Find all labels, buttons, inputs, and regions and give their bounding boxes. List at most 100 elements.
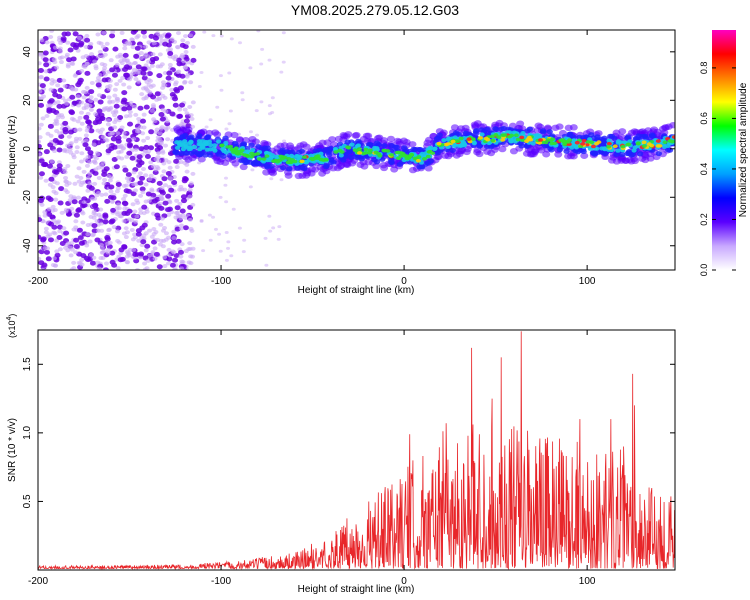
- ridge-cell: [338, 153, 344, 158]
- noise-speckle: [187, 194, 193, 199]
- colorbar-tick-label: 0.6: [699, 112, 709, 125]
- noise-speckle: [122, 46, 128, 51]
- ridge-cell: [351, 132, 360, 139]
- ridge-cell: [231, 160, 240, 167]
- ridge-cell: [355, 138, 362, 144]
- noise-speckle: [141, 204, 148, 210]
- noise-speckle: [160, 33, 166, 38]
- noise-speckle: [96, 266, 102, 270]
- noise-speckle: [91, 215, 97, 220]
- noise-speckle: [149, 189, 155, 194]
- noise-speckle: [51, 230, 57, 235]
- noise-speckle: [140, 70, 147, 76]
- noise-speckle: [117, 115, 124, 121]
- noise-speckle: [45, 103, 51, 108]
- noise-speckle: [105, 118, 111, 123]
- noise-speckle: [122, 201, 129, 207]
- noise-speckle: [134, 45, 141, 51]
- noise-speckle: [76, 166, 82, 171]
- ridge-cell: [408, 166, 417, 174]
- noise-speckle: [276, 237, 281, 241]
- noise-speckle: [89, 80, 95, 85]
- ridge-highlight: [256, 157, 262, 161]
- noise-speckle: [188, 33, 194, 38]
- noise-speckle: [85, 119, 92, 125]
- noise-speckle: [187, 217, 193, 222]
- noise-speckle: [176, 69, 182, 74]
- noise-speckle: [137, 180, 144, 186]
- noise-speckle: [144, 243, 151, 249]
- ridge-cell: [301, 165, 308, 172]
- noise-speckle: [96, 175, 102, 180]
- noise-speckle: [110, 99, 116, 104]
- noise-speckle: [174, 205, 181, 211]
- ridge-cell: [184, 126, 193, 133]
- noise-speckle: [50, 204, 56, 209]
- noise-speckle: [85, 125, 91, 130]
- ridge-cell: [388, 143, 395, 149]
- noise-speckle: [80, 220, 86, 225]
- noise-speckle: [149, 63, 155, 68]
- noise-speckle: [179, 242, 185, 247]
- noise-speckle: [54, 252, 61, 258]
- noise-speckle: [155, 135, 161, 140]
- noise-speckle: [83, 44, 89, 49]
- ridge-cell: [427, 145, 434, 150]
- ridge-highlight: [574, 140, 580, 145]
- noise-speckle: [75, 119, 81, 124]
- ridge-cell: [563, 148, 570, 154]
- ridge-cell: [298, 148, 305, 154]
- noise-speckle: [38, 75, 44, 80]
- noise-speckle: [149, 234, 155, 239]
- ridge-highlight: [261, 157, 267, 161]
- noise-speckle: [138, 55, 144, 60]
- noise-speckle: [184, 111, 190, 116]
- colorbar-tick-label: 0.2: [699, 213, 709, 226]
- noise-speckle: [199, 219, 204, 223]
- noise-speckle: [151, 41, 157, 46]
- noise-speckle: [159, 38, 165, 43]
- noise-speckle: [97, 49, 103, 54]
- ridge-cell: [570, 141, 576, 146]
- ridge-cell: [564, 124, 573, 132]
- noise-speckle: [38, 126, 42, 131]
- noise-speckle: [66, 241, 72, 246]
- ridge-cell: [532, 134, 538, 139]
- noise-speckle: [85, 232, 91, 237]
- noise-speckle: [178, 159, 184, 164]
- noise-speckle: [153, 251, 160, 257]
- noise-speckle: [134, 198, 140, 203]
- noise-speckle: [176, 113, 183, 119]
- noise-speckle: [86, 44, 93, 50]
- noise-speckle: [180, 194, 187, 200]
- noise-speckle: [119, 30, 125, 35]
- ridge-cell: [607, 157, 616, 164]
- noise-speckle: [39, 202, 45, 207]
- noise-speckle: [88, 107, 94, 112]
- noise-speckle: [110, 207, 117, 213]
- noise-speckle: [42, 161, 49, 167]
- noise-speckle: [129, 37, 135, 42]
- noise-speckle: [125, 137, 132, 143]
- noise-speckle: [43, 230, 49, 235]
- ridge-highlight: [585, 140, 591, 144]
- ridge-highlight: [565, 140, 571, 144]
- noise-speckle: [62, 84, 68, 89]
- ridge-cell: [493, 126, 500, 133]
- noise-speckle: [148, 160, 154, 165]
- noise-speckle: [44, 40, 50, 45]
- ridge-cell: [250, 148, 256, 153]
- noise-speckle: [38, 52, 43, 57]
- noise-speckle: [105, 122, 111, 127]
- ridge-highlight: [662, 140, 668, 145]
- noise-speckle: [224, 258, 229, 262]
- noise-speckle: [281, 60, 286, 64]
- noise-speckle: [148, 129, 155, 135]
- noise-speckle: [121, 67, 128, 73]
- noise-speckle: [172, 267, 177, 270]
- noise-speckle: [157, 131, 163, 136]
- noise-speckle: [171, 179, 178, 185]
- noise-speckle: [102, 267, 109, 270]
- noise-speckle: [48, 34, 54, 39]
